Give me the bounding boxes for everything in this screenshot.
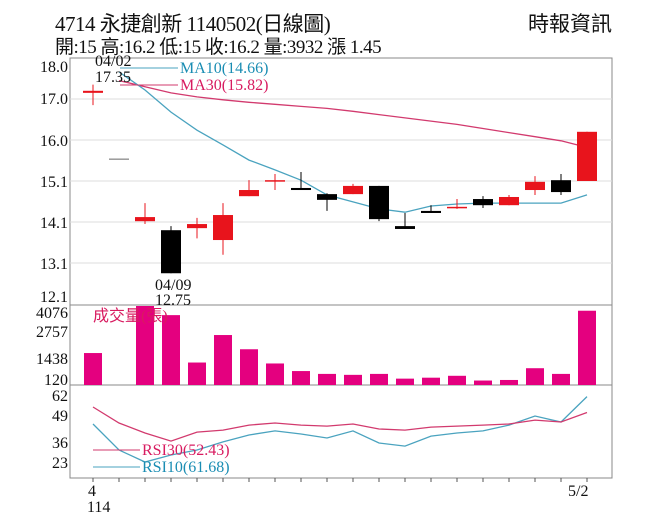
candle [395, 212, 415, 229]
volume-bar [396, 378, 414, 385]
volume-bar [240, 349, 258, 385]
candle [473, 196, 493, 209]
candle [525, 176, 545, 195]
candle-body [499, 196, 519, 206]
volume-bar [552, 373, 570, 385]
candle-body [369, 185, 389, 220]
candle [161, 226, 181, 274]
candle [343, 183, 363, 195]
rsi10-legend: RSI10(61.68) [142, 459, 230, 476]
ohlc-summary: 開:15 高:16.2 低:15 收:16.2 量:3932 漲 1.45 [55, 37, 382, 58]
low-value-label: 12.75 [155, 292, 191, 309]
ma10-legend: MA10(14.66) [180, 60, 268, 77]
candle-body [447, 206, 467, 209]
volume-title: 成交量(張) [93, 307, 168, 325]
candle [187, 217, 207, 239]
candle [109, 158, 129, 160]
candle [291, 171, 311, 191]
price-tick-label: 13.1 [40, 256, 68, 273]
volume-bar [214, 335, 232, 385]
candle-body [187, 224, 207, 229]
candle [317, 193, 337, 211]
candle [369, 185, 389, 222]
price-tick-label: 18.0 [40, 59, 68, 76]
volume-tick-label: 120 [44, 372, 68, 389]
rsi10-line [92, 396, 588, 463]
volume-tick-label: 2757 [36, 324, 68, 341]
candle-body [109, 158, 129, 160]
x-tick-label-start: 4 [88, 483, 96, 500]
candle-body [395, 226, 415, 229]
volume-bar [578, 310, 596, 385]
candle-body [265, 180, 285, 182]
candle [551, 174, 571, 195]
x-tick-label-year: 114 [87, 499, 110, 516]
price-tick-label: 14.1 [40, 215, 68, 232]
price-tick-label: 17.0 [40, 91, 68, 108]
candle [83, 84, 103, 106]
candle-body [291, 187, 311, 191]
volume-bar [526, 368, 544, 385]
candle [421, 205, 441, 213]
x-tick-label-end: 5/2 [568, 483, 588, 500]
chart-frame [69, 57, 613, 479]
candle-body [577, 131, 597, 181]
rsi30-legend: RSI30(52.43) [142, 442, 230, 459]
candle-body [551, 180, 571, 193]
volume-bar [422, 377, 440, 385]
rsi30-line [92, 406, 588, 442]
volume-bar [344, 374, 362, 385]
candle-body [83, 90, 103, 93]
candle-body [473, 199, 493, 206]
rsi-tick-label: 23 [52, 455, 68, 472]
volume-bar [292, 371, 310, 385]
high-value-label: 17.35 [95, 69, 131, 86]
ma30-line [118, 79, 588, 149]
brand-name: 時報資訊 [528, 12, 612, 36]
volume-tick-label: 1438 [36, 351, 68, 368]
volume-bar [448, 375, 466, 385]
candle-body [213, 215, 233, 241]
volume-bar [474, 380, 492, 385]
candle [447, 199, 467, 209]
candle-body [161, 230, 181, 274]
volume-bar [266, 363, 284, 385]
candle [213, 203, 233, 255]
price-tick-label: 12.1 [40, 289, 68, 306]
volume-bar [500, 379, 518, 385]
volume-bar [162, 315, 180, 385]
volume-bar [318, 373, 336, 385]
candle-body [317, 194, 337, 200]
price-tick-label: 15.1 [40, 174, 68, 191]
candle-body [239, 190, 259, 197]
volume-bar [370, 373, 388, 385]
volume-bar [188, 362, 206, 385]
candle-body [135, 217, 155, 222]
candle [265, 174, 285, 191]
candle-body [343, 185, 363, 195]
volume-bar [84, 353, 102, 385]
candle-body [525, 181, 545, 191]
candle [135, 203, 155, 225]
price-tick-label: 16.0 [40, 133, 68, 150]
candle-body [421, 210, 441, 213]
rsi-tick-label: 49 [52, 408, 68, 425]
candle [239, 180, 259, 197]
rsi-tick-label: 36 [52, 435, 68, 452]
ma30-legend: MA30(15.82) [180, 77, 268, 94]
low-date-label: 04/09 [155, 277, 191, 294]
candle [499, 194, 519, 206]
volume-tick-label: 4076 [36, 305, 68, 322]
chart-title: 4714 永捷創新 1140502(日線圖) [55, 12, 331, 36]
volume-bar [136, 306, 154, 385]
rsi-tick-label: 62 [52, 388, 68, 405]
high-date-label: 04/02 [95, 53, 131, 70]
candle [577, 131, 597, 181]
